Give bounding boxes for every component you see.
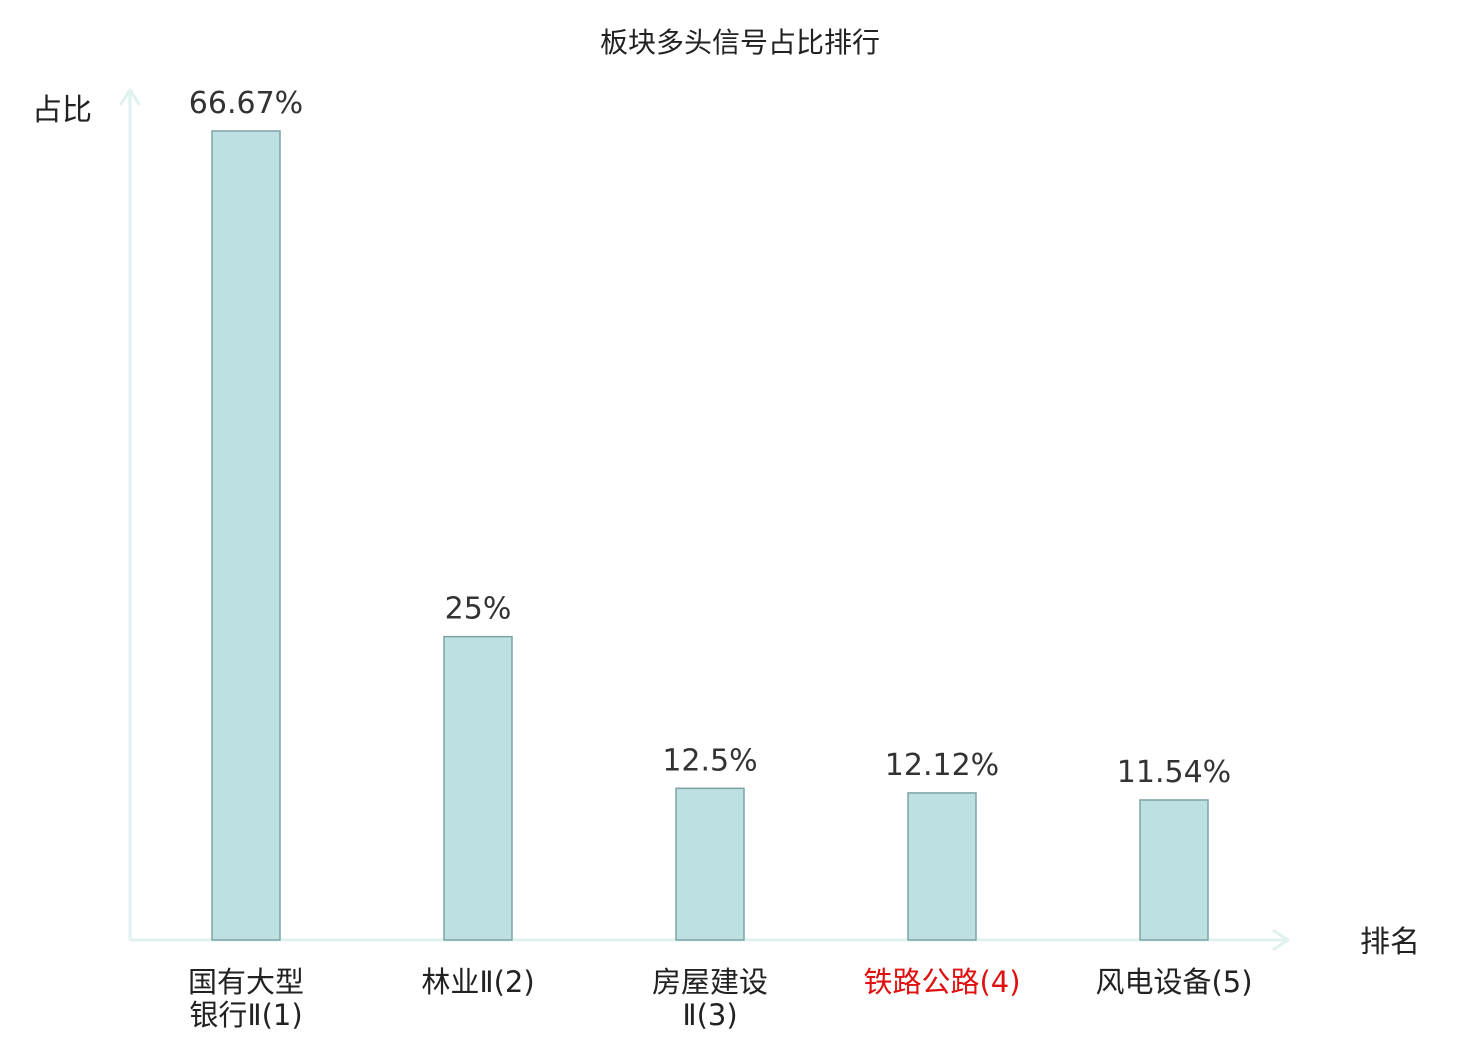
y-axis-label: 占比 xyxy=(32,93,92,128)
bar xyxy=(443,635,513,941)
bar xyxy=(211,130,281,941)
category-tick-label: 银行Ⅱ(1) xyxy=(189,998,302,1032)
x-axis-arrow xyxy=(1272,929,1290,951)
bar-value-label: 11.54% xyxy=(1117,755,1231,790)
bar-value-label: 66.67% xyxy=(189,86,303,121)
bar-value-label: 12.5% xyxy=(662,743,757,778)
chart-title: 板块多头信号占比排行 xyxy=(600,26,880,59)
bar xyxy=(675,787,745,941)
category-tick-label: 林业Ⅱ(2) xyxy=(421,965,534,999)
category-tick-label: 房屋建设 xyxy=(652,965,768,999)
x-axis-label: 排名 xyxy=(1360,925,1420,960)
category-tick-label: 国有大型 xyxy=(188,965,304,999)
bar-value-label: 25% xyxy=(445,592,512,627)
value-labels-group: 66.67% 25% 12.5% 12.12% 11.54% xyxy=(189,86,1231,790)
category-tick-label: 风电设备(5) xyxy=(1095,965,1252,999)
bar xyxy=(1139,799,1209,941)
category-tick-label: 铁路公路(4) xyxy=(863,965,1020,999)
bar xyxy=(907,792,977,941)
y-axis-arrow xyxy=(119,88,141,106)
category-tick-label: Ⅱ(3) xyxy=(682,998,737,1032)
bars-group xyxy=(211,130,1209,941)
bar-value-label: 12.12% xyxy=(885,748,999,783)
